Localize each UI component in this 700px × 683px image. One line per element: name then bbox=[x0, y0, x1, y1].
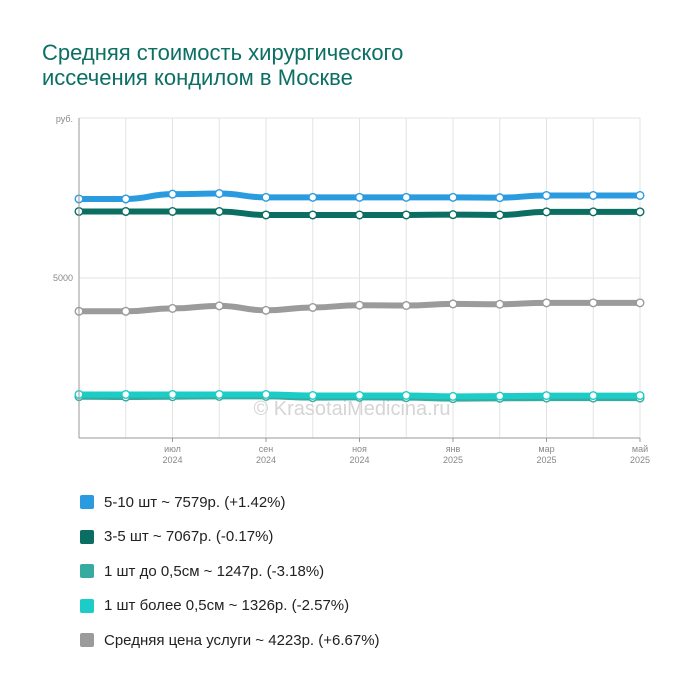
data-point bbox=[214, 301, 224, 311]
data-point bbox=[167, 389, 177, 399]
data-point bbox=[355, 390, 365, 400]
series-2 bbox=[74, 206, 645, 220]
data-point bbox=[401, 301, 411, 311]
chart-grid bbox=[78, 117, 641, 438]
data-point bbox=[588, 207, 598, 217]
legend-swatch bbox=[80, 529, 94, 544]
legend-swatch bbox=[80, 564, 94, 579]
x-tick-label-year: 2024 bbox=[162, 455, 182, 465]
legend-label: 3-5 шт ~ 7067р. (-0.17%) bbox=[104, 528, 274, 546]
legend-item: 1 шт до 0,5см ~ 1247р. (-3.18%) bbox=[80, 554, 380, 589]
legend-label: 5-10 шт ~ 7579р. (+1.42%) bbox=[104, 493, 286, 511]
line-chart: © KrasotaiMedicina.ru руб.5000июл2024сен… bbox=[53, 114, 650, 465]
x-tick-label-year: 2025 bbox=[630, 455, 650, 465]
x-tick-label-month: мар bbox=[538, 444, 554, 454]
x-tick-label-month: июл bbox=[164, 444, 181, 454]
data-point bbox=[261, 192, 271, 202]
x-tick-label-month: май bbox=[632, 444, 648, 454]
data-point bbox=[542, 190, 552, 200]
data-point bbox=[214, 389, 224, 399]
data-point bbox=[635, 391, 645, 401]
x-tick-label-month: сен bbox=[259, 444, 274, 454]
y-tick-label: 5000 bbox=[53, 273, 73, 283]
data-point bbox=[635, 207, 645, 217]
data-point bbox=[588, 298, 598, 308]
x-tick-label-month: янв bbox=[446, 444, 461, 454]
data-point bbox=[495, 193, 505, 203]
legend-swatch bbox=[80, 495, 94, 510]
y-axis-unit-label: руб. bbox=[56, 114, 73, 124]
data-point bbox=[542, 298, 552, 308]
data-point bbox=[121, 306, 131, 316]
legend-label: Средняя цена услуги ~ 4223р. (+6.67%) bbox=[104, 631, 380, 649]
data-point bbox=[401, 390, 411, 400]
data-point bbox=[308, 390, 318, 400]
chart-axes: руб.5000июл2024сен2024ноя2024янв2025мар2… bbox=[53, 114, 650, 465]
data-point bbox=[214, 189, 224, 199]
data-point bbox=[261, 305, 271, 315]
data-point bbox=[635, 190, 645, 200]
x-tick-label-year: 2025 bbox=[536, 455, 556, 465]
data-point bbox=[401, 192, 411, 202]
x-tick-label-year: 2025 bbox=[443, 455, 463, 465]
data-point bbox=[495, 210, 505, 220]
x-tick-label-year: 2024 bbox=[256, 455, 276, 465]
data-point bbox=[121, 389, 131, 399]
legend-swatch bbox=[80, 598, 94, 613]
legend-label: 1 шт более 0,5см ~ 1326р. (-2.57%) bbox=[104, 597, 350, 615]
legend-item: 1 шт более 0,5см ~ 1326р. (-2.57%) bbox=[80, 589, 380, 624]
data-point bbox=[401, 210, 411, 220]
data-point bbox=[167, 303, 177, 313]
data-point bbox=[448, 299, 458, 309]
data-point bbox=[495, 391, 505, 401]
series-5 bbox=[74, 298, 645, 316]
chart-legend: 5-10 шт ~ 7579р. (+1.42%) 3-5 шт ~ 7067р.… bbox=[80, 485, 380, 658]
data-point bbox=[308, 192, 318, 202]
chart-series bbox=[74, 189, 645, 404]
data-point bbox=[495, 299, 505, 309]
legend-label: 1 шт до 0,5см ~ 1247р. (-3.18%) bbox=[104, 562, 325, 580]
data-point bbox=[448, 391, 458, 401]
data-point bbox=[167, 206, 177, 216]
data-point bbox=[635, 298, 645, 308]
data-point bbox=[167, 189, 177, 199]
chart-title-line-2: иссечения кондилом в Москве bbox=[42, 65, 353, 90]
legend-swatch bbox=[80, 633, 94, 648]
data-point bbox=[355, 192, 365, 202]
x-tick-label-year: 2024 bbox=[349, 455, 369, 465]
data-point bbox=[542, 391, 552, 401]
chart-title-line-1: Средняя стоимость хирургического bbox=[42, 40, 404, 65]
data-point bbox=[448, 210, 458, 220]
watermark: © KrasotaiMedicina.ru bbox=[253, 398, 450, 420]
data-point bbox=[308, 210, 318, 220]
x-tick-label-month: ноя bbox=[352, 444, 367, 454]
data-point bbox=[588, 190, 598, 200]
data-point bbox=[355, 300, 365, 310]
legend-item: 5-10 шт ~ 7579р. (+1.42%) bbox=[80, 485, 380, 520]
data-point bbox=[214, 206, 224, 216]
data-point bbox=[121, 194, 131, 204]
series-1 bbox=[74, 189, 645, 204]
data-point bbox=[308, 302, 318, 312]
legend-item: Средняя цена услуги ~ 4223р. (+6.67%) bbox=[80, 623, 380, 658]
data-point bbox=[261, 389, 271, 399]
data-point bbox=[542, 207, 552, 217]
chart-title: Средняя стоимость хирургического иссечен… bbox=[42, 40, 662, 90]
data-point bbox=[355, 210, 365, 220]
legend-item: 3-5 шт ~ 7067р. (-0.17%) bbox=[80, 520, 380, 555]
data-point bbox=[448, 192, 458, 202]
data-point bbox=[588, 391, 598, 401]
data-point bbox=[121, 206, 131, 216]
data-point bbox=[261, 210, 271, 220]
